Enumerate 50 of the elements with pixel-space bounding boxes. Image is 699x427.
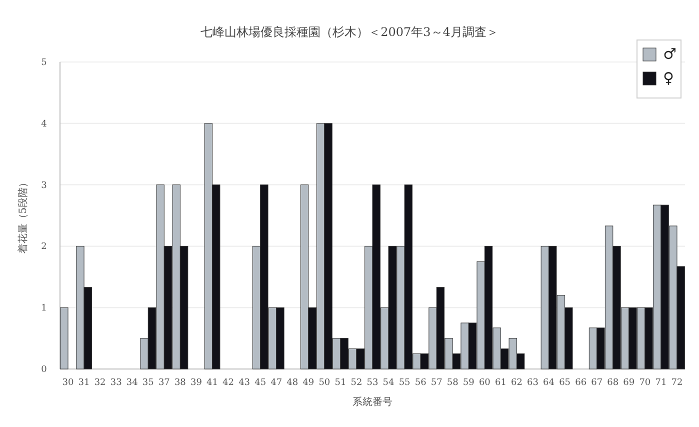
y-tick-label: 4 bbox=[41, 119, 48, 130]
x-tick-label: 33 bbox=[110, 378, 122, 388]
x-tick-label: 67 bbox=[591, 378, 603, 388]
x-tick-label: 38 bbox=[174, 378, 186, 388]
x-tick-label: 63 bbox=[527, 378, 539, 388]
x-tick-label: 64 bbox=[543, 378, 555, 388]
y-tick-label: 1 bbox=[41, 304, 47, 314]
x-tick-label: 71 bbox=[655, 378, 667, 388]
x-tick-label: 45 bbox=[254, 378, 266, 388]
x-tick-label: 50 bbox=[318, 378, 330, 388]
x-tick-label: 41 bbox=[206, 378, 218, 388]
x-tick-label: 42 bbox=[222, 378, 234, 388]
x-tick-label: 47 bbox=[270, 378, 282, 388]
x-tick-label: 66 bbox=[575, 378, 587, 388]
legend-label: ♂ bbox=[663, 45, 676, 63]
chart-title: 七峰山林場優良採種園（杉木）＜2007年3～4月調査＞ bbox=[200, 25, 498, 39]
x-tick-label: 31 bbox=[78, 378, 90, 388]
x-tick-label: 55 bbox=[398, 378, 411, 388]
x-tick-label: 60 bbox=[478, 378, 491, 388]
x-tick-label: 53 bbox=[366, 378, 378, 388]
x-tick-label: 48 bbox=[286, 378, 298, 388]
x-tick-label: 54 bbox=[382, 378, 395, 388]
x-tick-label: 35 bbox=[142, 378, 154, 388]
x-tick-label: 70 bbox=[639, 378, 651, 388]
x-tick-label: 61 bbox=[494, 378, 506, 388]
x-tick-label: 62 bbox=[511, 378, 522, 388]
x-tick-label: 59 bbox=[462, 378, 475, 388]
x-tick-label: 52 bbox=[350, 378, 362, 388]
x-tick-label: 39 bbox=[190, 378, 202, 388]
legend-label: ♀ bbox=[663, 69, 674, 87]
y-tick-label: 2 bbox=[41, 242, 47, 252]
y-tick-label: 3 bbox=[41, 180, 48, 191]
x-tick-label: 56 bbox=[414, 378, 427, 388]
x-tick-label: 72 bbox=[671, 378, 683, 388]
x-tick-label: 34 bbox=[126, 378, 138, 388]
x-tick-label: 30 bbox=[62, 378, 74, 388]
x-tick-label: 69 bbox=[623, 378, 635, 388]
x-tick-label: 43 bbox=[238, 378, 250, 388]
y-tick-label: 5 bbox=[41, 58, 48, 68]
x-tick-label: 57 bbox=[430, 378, 443, 388]
x-tick-label: 51 bbox=[334, 378, 346, 388]
x-tick-label: 49 bbox=[302, 378, 314, 388]
x-axis-title: 系統番号 bbox=[352, 396, 392, 408]
y-axis-title: 着花量（5段階） bbox=[17, 177, 29, 254]
x-tick-label: 65 bbox=[559, 378, 571, 388]
x-tick-label: 58 bbox=[446, 378, 459, 388]
x-tick-label: 32 bbox=[94, 378, 106, 388]
y-tick-label: 0 bbox=[41, 365, 48, 375]
x-tick-label: 68 bbox=[607, 378, 619, 388]
x-tick-label: 37 bbox=[158, 378, 170, 388]
